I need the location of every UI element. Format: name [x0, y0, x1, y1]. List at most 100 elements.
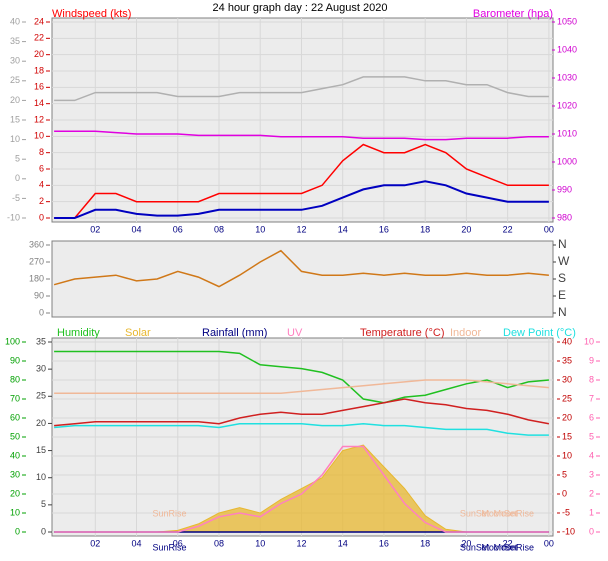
y-tick-label: 10: [10, 507, 20, 517]
y-tick-label: 10: [562, 450, 572, 460]
y-tick-label: 8: [39, 147, 44, 157]
y-tick-label: 35: [562, 355, 572, 365]
y-tick-label: 18: [34, 65, 44, 75]
y-tick-label: 0: [15, 173, 20, 183]
y-tick-label: 25: [10, 75, 20, 85]
y-tick-label: 1050: [557, 16, 577, 26]
y-tick-label: 1040: [557, 44, 577, 54]
x-tick-label: 14: [338, 538, 348, 548]
x-tick-label: 16: [379, 224, 389, 234]
line: [54, 180, 549, 219]
y-tick-label: 1030: [557, 72, 577, 82]
y-tick-label: 35: [36, 336, 46, 346]
event-label: SunRise: [153, 508, 187, 518]
legend-label: UV: [287, 327, 303, 339]
y-tick-label: 7: [589, 393, 594, 403]
y-tick-label: -10: [562, 526, 575, 536]
y-tick-label: 40: [10, 450, 20, 460]
y-tick-label: 20: [10, 488, 20, 498]
y-tick-label: 30: [36, 364, 46, 374]
y-tick-label: -10: [7, 212, 20, 222]
y-tick-label: 4: [589, 450, 594, 460]
y-tick-label: 35: [10, 36, 20, 46]
x-tick-label: 04: [132, 538, 142, 548]
y-tick-label: 15: [36, 445, 46, 455]
y-tick-label: 60: [10, 412, 20, 422]
y-tick-label: 40: [10, 16, 20, 26]
x-tick-label: 10: [255, 224, 265, 234]
x-tick-label: 22: [503, 538, 513, 548]
line: [54, 379, 549, 395]
y-tick-label: 0: [39, 212, 44, 222]
y-tick-label: 15: [562, 431, 572, 441]
y-tick-label: 2: [39, 196, 44, 206]
event-axis-label: MoonSet: [481, 542, 518, 552]
y-tick-label: 5: [562, 469, 567, 479]
chart-title: 24 hour graph day : 22 August 2020: [213, 2, 388, 14]
y-tick-label: 1: [589, 507, 594, 517]
y-tick-label: S: [558, 271, 566, 285]
x-tick-label: 06: [173, 224, 183, 234]
x-tick-label: 08: [214, 538, 224, 548]
y-tick-label: 0: [41, 526, 46, 536]
x-tick-label: 08: [214, 224, 224, 234]
y-tick-label: 20: [36, 418, 46, 428]
event-axis-label: MoonRise: [494, 542, 535, 552]
line: [54, 76, 549, 102]
y-tick-label: 14: [34, 98, 44, 108]
x-tick-label: 10: [255, 538, 265, 548]
y-tick-label: 180: [29, 273, 44, 283]
y-tick-label: 1020: [557, 100, 577, 110]
y-tick-label: 980: [557, 212, 572, 222]
line: [54, 350, 549, 404]
event-label: SunSet: [460, 508, 490, 518]
y-tick-label: 360: [29, 239, 44, 249]
y-tick-label: 40: [562, 336, 572, 346]
y-tick-label: 990: [557, 184, 572, 194]
y-tick-label: 90: [34, 290, 44, 300]
y-tick-label: 12: [34, 114, 44, 124]
x-tick-label: 18: [420, 538, 430, 548]
y-tick-label: 25: [562, 393, 572, 403]
y-tick-label: -5: [12, 193, 20, 203]
y-tick-label: 0: [15, 526, 20, 536]
y-tick-label: 1000: [557, 156, 577, 166]
y-tick-label: 20: [34, 49, 44, 59]
y-tick-label: 70: [10, 393, 20, 403]
y-tick-label: 15: [10, 114, 20, 124]
x-tick-label: 16: [379, 538, 389, 548]
y-tick-label: 50: [10, 431, 20, 441]
y-tick-label: 10: [10, 134, 20, 144]
legend-label: Windspeed (kts): [52, 8, 131, 20]
x-tick-label: 06: [173, 538, 183, 548]
y-tick-label: 30: [562, 374, 572, 384]
y-tick-label: W: [558, 254, 570, 268]
x-tick-label: 02: [90, 538, 100, 548]
y-tick-label: 5: [41, 499, 46, 509]
event-axis-label: SunSet: [460, 542, 490, 552]
y-tick-label: 100: [5, 336, 20, 346]
y-tick-label: 3: [589, 469, 594, 479]
x-tick-label: 20: [461, 538, 471, 548]
y-tick-label: 5: [589, 431, 594, 441]
x-tick-label: 04: [132, 224, 142, 234]
event-label: MoonRise: [494, 508, 535, 518]
y-tick-label: 16: [34, 82, 44, 92]
y-tick-label: 5: [15, 154, 20, 164]
y-tick-label: 0: [562, 488, 567, 498]
y-tick-label: 24: [34, 16, 44, 26]
legend-label: Dew Point (°C): [503, 327, 576, 339]
y-tick-label: -5: [562, 507, 570, 517]
y-tick-label: 30: [10, 469, 20, 479]
legend-label: Indoor: [450, 327, 482, 339]
x-tick-label: 12: [296, 224, 306, 234]
y-tick-label: 10: [36, 472, 46, 482]
legend-label: Humidity: [57, 327, 100, 339]
y-tick-label: N: [558, 305, 567, 319]
x-tick-label: 02: [90, 224, 100, 234]
line: [54, 130, 549, 141]
y-tick-label: 10: [34, 131, 44, 141]
y-tick-label: 6: [589, 412, 594, 422]
x-tick-label: 22: [503, 224, 513, 234]
